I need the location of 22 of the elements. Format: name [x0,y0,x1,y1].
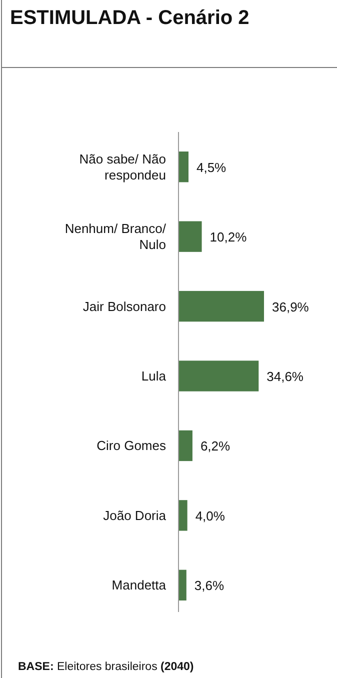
bar [178,221,202,252]
data-label: 34,6% [266,369,304,384]
data-label: 4,5% [196,160,227,175]
data-label: 36,9% [272,299,310,314]
data-label: 4,0% [195,508,226,524]
y-tick-label: Nenhum/ Branco/ Nulo [64,221,166,252]
y-tick-label: João Doria [103,508,167,523]
data-label: 10,2% [210,230,248,245]
chart-title: ESTIMULADA - Cenário 2 [10,7,250,29]
y-tick-label: Não sabe/ Não respondeu [79,151,166,182]
y-tick-label: Jair Bolsonaro [82,298,166,314]
y-tick-label: Lula [141,368,167,384]
bar [178,290,264,322]
bar [178,500,188,531]
y-tick-label: Mandetta [112,578,167,593]
text: BASE: Eleitores brasileiros (2040) [18,661,194,673]
bar [178,430,192,462]
bar [178,360,259,392]
data-label: 6,2% [200,438,231,454]
bar [178,152,188,182]
y-tick-label: Ciro Gomes [96,438,166,454]
data-label: 3,6% [194,578,224,594]
